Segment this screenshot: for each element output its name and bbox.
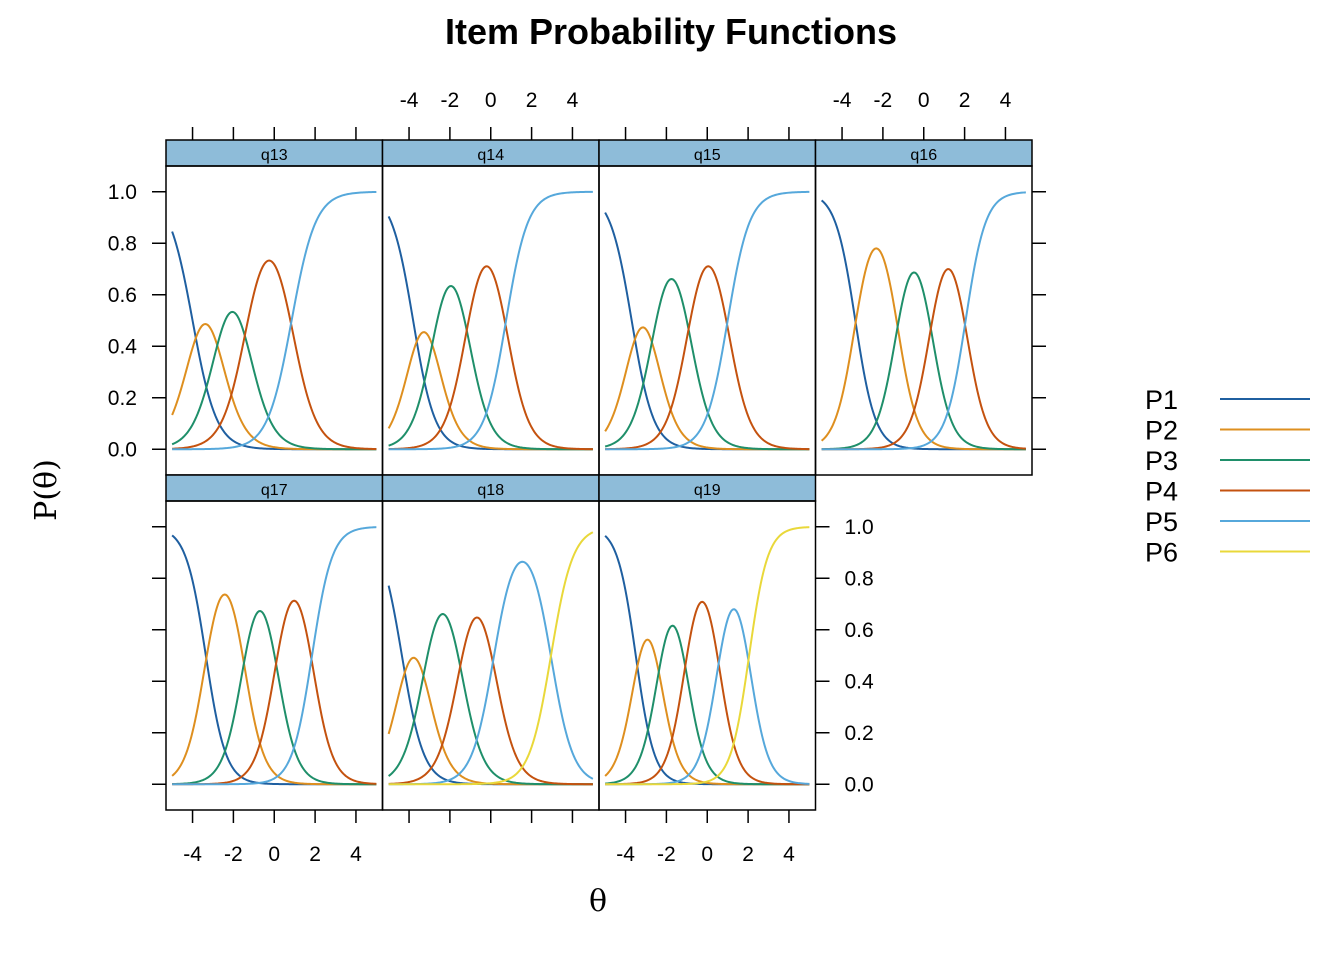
- panel-q13: q13 0.0 0.2 0.4 0.6 0.8 1.0: [108, 127, 384, 476]
- curve-p4: [605, 265, 810, 451]
- curve-p5: [605, 190, 810, 451]
- x-tick-label: -4: [616, 843, 635, 866]
- x-tick-label: 2: [959, 89, 971, 112]
- panel-border: [381, 165, 600, 476]
- x-tick-label: -2: [224, 843, 243, 866]
- x-tick-label: -2: [874, 89, 893, 112]
- x-tick-label: 0: [485, 89, 497, 112]
- curve-p1: [387, 216, 593, 451]
- x-tick-label: 2: [742, 843, 754, 866]
- legend-item-p6: P6: [1145, 538, 1310, 568]
- legend-label: P3: [1145, 446, 1178, 476]
- curve-p5: [821, 191, 1026, 451]
- y-tick-label: 0.8: [845, 567, 874, 590]
- curve-p4: [172, 599, 377, 786]
- y-tick-label: 0.6: [108, 284, 137, 307]
- legend-label: P1: [1145, 385, 1178, 415]
- curve-p6: [605, 526, 810, 786]
- x-tick-label: -2: [657, 843, 676, 866]
- y-axis-title: P(θ): [29, 459, 64, 521]
- curve-p4: [605, 600, 810, 786]
- curve-p1: [604, 535, 810, 786]
- curve-p2: [387, 331, 593, 451]
- x-tick-label: 4: [567, 89, 579, 112]
- strip-label: q18: [477, 482, 504, 499]
- curve-p3: [821, 271, 1026, 451]
- x-tick-label: 4: [1000, 89, 1012, 112]
- y-tick-label: 0.4: [845, 670, 875, 693]
- curve-p1: [387, 585, 593, 786]
- legend-label: P4: [1145, 477, 1178, 507]
- curve-p3: [171, 310, 377, 451]
- curve-p5: [172, 526, 377, 786]
- strip-label: q15: [694, 147, 721, 164]
- curve-p3: [388, 613, 593, 786]
- legend-item-p5: P5: [1145, 507, 1310, 537]
- curve-p5: [172, 190, 377, 451]
- x-tick-label: 4: [350, 843, 362, 866]
- y-tick-label: 1.0: [845, 516, 874, 539]
- x-tick-label: -4: [833, 89, 852, 112]
- y-tick-label: 0.4: [108, 335, 138, 358]
- y-tick-label: 0.2: [845, 722, 874, 745]
- chart-title: Item Probability Functions: [445, 11, 897, 52]
- panel-q16: q16 -4 -2 0 2 4: [814, 89, 1046, 476]
- panel-strip: [165, 139, 384, 167]
- y-tick-label: 0.6: [845, 619, 874, 642]
- x-tick-label: 0: [918, 89, 930, 112]
- curve-p4: [388, 616, 593, 786]
- y-tick-label: 0.2: [108, 387, 137, 410]
- legend-item-p4: P4: [1145, 477, 1310, 507]
- x-axis-title: θ: [589, 884, 607, 919]
- panel-q15: q15: [598, 127, 817, 476]
- curve-p4: [172, 259, 377, 451]
- legend-item-p1: P1: [1145, 385, 1310, 415]
- legend-label: P2: [1145, 416, 1178, 446]
- curve-p2: [820, 247, 1026, 451]
- strip-label: q19: [694, 482, 721, 499]
- strip-label: q13: [261, 147, 288, 164]
- y-tick-label: 0.0: [845, 773, 874, 796]
- curve-p4: [388, 265, 593, 451]
- curve-p3: [388, 284, 593, 451]
- curve-p6: [388, 531, 594, 786]
- legend-label: P6: [1145, 538, 1178, 568]
- strip-label: q17: [261, 482, 288, 499]
- panel-q18: q18: [381, 474, 600, 823]
- curve-p1: [171, 534, 377, 786]
- panel-strip: [381, 474, 600, 502]
- curve-p5: [388, 190, 593, 451]
- x-tick-label: 2: [309, 843, 321, 866]
- x-tick-label: 2: [526, 89, 538, 112]
- curve-p2: [171, 593, 377, 786]
- x-tick-label: -4: [400, 89, 419, 112]
- x-tick-label: 0: [701, 843, 713, 866]
- curve-p1: [820, 199, 1026, 451]
- strip-label: q14: [477, 147, 504, 164]
- x-tick-label: -4: [183, 843, 202, 866]
- strip-label: q16: [910, 147, 937, 164]
- x-tick-label: 4: [783, 843, 795, 866]
- y-tick-label: 0.8: [108, 232, 137, 255]
- curve-p3: [172, 609, 377, 786]
- panel-q19: q19 -4 -2 0 2 4 0.0 0.2 0.4 0.6 0.8 1.0: [598, 474, 875, 866]
- curve-p3: [604, 277, 810, 451]
- y-tick-label: 0.0: [108, 438, 137, 461]
- panel-border: [814, 165, 1033, 476]
- panel-q14: q14 -4 -2 0 2 4: [381, 89, 600, 476]
- y-tick-label: 1.0: [108, 181, 137, 204]
- curve-p5: [605, 608, 810, 786]
- x-tick-label: 0: [268, 843, 280, 866]
- panel-q17: q17 -4 -2 0 2 4: [152, 474, 384, 866]
- curve-p2: [171, 322, 377, 451]
- legend-item-p3: P3: [1145, 446, 1310, 476]
- legend-item-p2: P2: [1145, 416, 1310, 446]
- x-tick-label: -2: [441, 89, 460, 112]
- panel-strip: [598, 139, 817, 167]
- legend-label: P5: [1145, 507, 1178, 537]
